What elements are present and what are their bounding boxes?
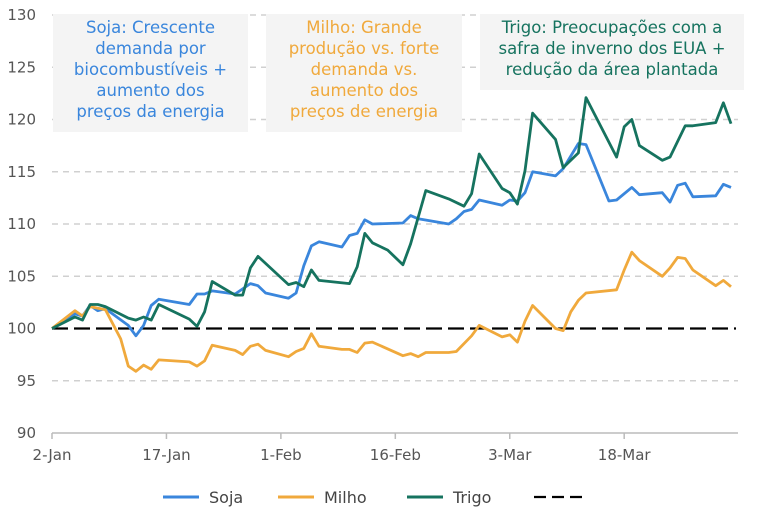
y-tick-label: 120	[7, 111, 36, 129]
y-tick-label: 105	[7, 267, 36, 285]
legend-label-trigo: Trigo	[452, 488, 491, 507]
series-line-trigo	[51, 96, 733, 330]
x-tick-label: 18-Mar	[598, 446, 652, 464]
annotation-line: Soja: Crescente	[85, 18, 216, 37]
y-tick-label: 130	[7, 6, 36, 24]
y-tick-label: 95	[17, 372, 36, 390]
series-lines	[51, 96, 733, 373]
annotation-line: aumento dos	[309, 81, 419, 100]
series-line-soja	[51, 142, 732, 338]
annotation-milho: Milho: Grande produção vs. forte demanda v…	[266, 14, 462, 132]
y-tick-label: 115	[7, 163, 36, 181]
axes: 90 95 100 105 110 115 120 125 130 2-Jan 17-Jan 1-Fe…	[7, 6, 738, 464]
annotation-line: Trigo: Preocupações com a	[501, 18, 723, 37]
annotation-soja: Soja: Crescente demanda por biocombustívei…	[53, 14, 248, 132]
y-tick-label: 100	[7, 320, 36, 338]
x-tick-label: 2-Jan	[33, 446, 72, 464]
x-tick-label: 17-Jan	[142, 446, 190, 464]
annotation-line: preços da energia	[76, 102, 225, 121]
series-line-milho	[51, 250, 732, 373]
annotation-line: safra de inverno dos EUA +	[498, 39, 726, 58]
x-tick-label: 1-Feb	[260, 446, 302, 464]
annotation-line: Milho: Grande	[306, 18, 422, 37]
annotation-line: biocombustíveis +	[73, 60, 228, 79]
x-tick-label: 3-Mar	[488, 446, 532, 464]
annotation-line: preços de energia	[289, 102, 439, 121]
x-tick-label: 16-Feb	[370, 446, 421, 464]
annotation-line: produção vs. forte	[288, 39, 440, 58]
y-tick-label: 110	[7, 215, 36, 233]
annotation-line: aumento dos	[96, 81, 205, 100]
annotation-line: redução da área plantada	[505, 60, 719, 79]
legend: Soja Milho Trigo	[163, 488, 586, 507]
annotation-trigo: Trigo: Preocupações com a safra de invern…	[480, 14, 744, 90]
legend-label-soja: Soja	[209, 488, 243, 507]
y-tick-label: 125	[7, 58, 36, 76]
annotation-line: demanda por	[95, 39, 206, 58]
legend-label-milho: Milho	[324, 488, 367, 507]
y-tick-label: 90	[17, 424, 36, 442]
annotation-line: demanda vs.	[310, 60, 418, 79]
